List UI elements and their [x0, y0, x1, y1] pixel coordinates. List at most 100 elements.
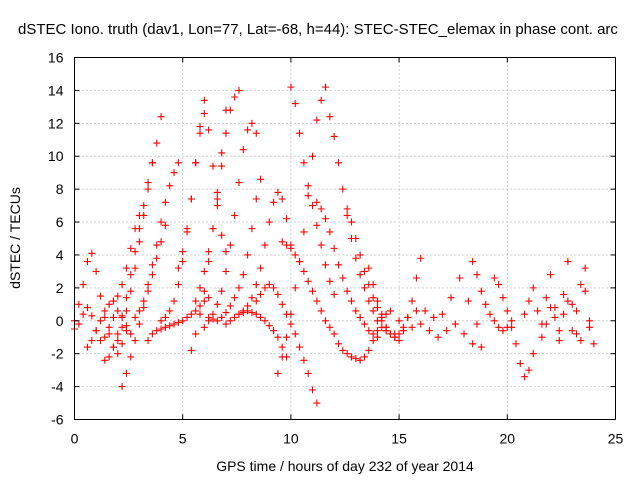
- data-point: [148, 159, 156, 167]
- data-point: [261, 284, 269, 292]
- data-point: [296, 258, 304, 266]
- data-point: [356, 271, 364, 279]
- data-point: [322, 261, 330, 269]
- data-point: [581, 287, 589, 295]
- data-point: [356, 251, 364, 259]
- data-point: [257, 313, 265, 321]
- data-point: [222, 129, 230, 137]
- data-point: [157, 317, 165, 325]
- plot-frame: [74, 57, 616, 420]
- data-point: [373, 327, 381, 335]
- data-point: [412, 274, 420, 282]
- data-point: [373, 333, 381, 341]
- y-tick-label: -6: [51, 412, 64, 428]
- x-tick-label: 5: [179, 431, 187, 447]
- data-point: [373, 297, 381, 305]
- data-point: [291, 100, 299, 108]
- data-point: [270, 327, 278, 335]
- data-point: [244, 126, 252, 134]
- data-point: [105, 300, 113, 308]
- data-point: [283, 215, 291, 223]
- data-point: [235, 86, 243, 94]
- data-point: [166, 307, 174, 315]
- data-point: [490, 274, 498, 282]
- data-point: [551, 313, 559, 321]
- data-point: [577, 337, 585, 345]
- data-point: [339, 274, 347, 282]
- data-point: [274, 188, 282, 196]
- data-point: [343, 350, 351, 358]
- data-point: [127, 353, 135, 361]
- data-point: [291, 330, 299, 338]
- data-series-15: [252, 281, 321, 407]
- data-point: [252, 195, 260, 203]
- data-point: [577, 281, 585, 289]
- data-point: [239, 146, 247, 154]
- data-point: [174, 264, 182, 272]
- data-point: [231, 211, 239, 219]
- grid-lines: [74, 57, 616, 420]
- y-tick-label: 4: [56, 247, 64, 263]
- data-point: [352, 307, 360, 315]
- data-point: [205, 258, 213, 266]
- y-tick-labels: -6 -4 -2 0 2 4 6 8 10 12 14 16: [48, 50, 64, 428]
- data-point: [196, 129, 204, 137]
- data-point: [131, 248, 139, 256]
- data-series-6: [131, 159, 182, 321]
- data-point: [291, 284, 299, 292]
- data-point: [270, 284, 278, 292]
- data-series-14: [235, 188, 295, 318]
- data-point: [213, 188, 221, 196]
- data-point: [586, 317, 594, 325]
- data-point: [170, 320, 178, 328]
- x-tick-label: 0: [71, 431, 79, 447]
- data-point: [555, 337, 563, 345]
- data-point: [109, 343, 117, 351]
- data-point: [278, 343, 286, 351]
- data-point: [118, 323, 126, 331]
- data-point: [257, 264, 265, 272]
- data-point: [257, 290, 265, 298]
- data-point: [118, 340, 126, 348]
- data-point: [96, 317, 104, 325]
- data-point: [460, 330, 468, 338]
- data-point: [144, 337, 152, 345]
- data-series-7: [144, 294, 213, 345]
- data-point: [309, 287, 317, 295]
- data-point: [430, 313, 438, 321]
- data-point: [287, 320, 295, 328]
- data-point: [248, 309, 256, 317]
- x-tick-label: 20: [500, 431, 516, 447]
- data-point: [309, 152, 317, 160]
- data-point: [408, 297, 416, 305]
- data-point: [205, 126, 213, 134]
- data-point: [101, 356, 109, 364]
- data-point: [477, 343, 485, 351]
- data-point: [408, 323, 416, 331]
- data-point: [235, 179, 243, 187]
- data-point: [257, 175, 265, 183]
- data-point: [248, 119, 256, 127]
- data-series-13: [205, 175, 265, 325]
- data-point: [317, 96, 325, 104]
- data-point: [335, 340, 343, 348]
- data-series-28: [490, 274, 537, 381]
- data-point: [153, 241, 161, 249]
- data-point: [187, 195, 195, 203]
- data-point: [313, 399, 321, 407]
- data-point: [352, 355, 360, 363]
- data-point: [187, 346, 195, 354]
- data-point: [486, 310, 494, 318]
- data-point: [347, 218, 355, 226]
- data-point: [192, 297, 200, 305]
- data-series-30: [538, 287, 598, 348]
- data-point: [157, 113, 165, 121]
- data-point: [118, 313, 126, 321]
- data-series-19: [278, 238, 334, 331]
- data-point: [365, 327, 373, 335]
- data-point: [482, 300, 490, 308]
- data-point: [92, 267, 100, 275]
- data-point: [283, 333, 291, 341]
- data-point: [287, 244, 295, 252]
